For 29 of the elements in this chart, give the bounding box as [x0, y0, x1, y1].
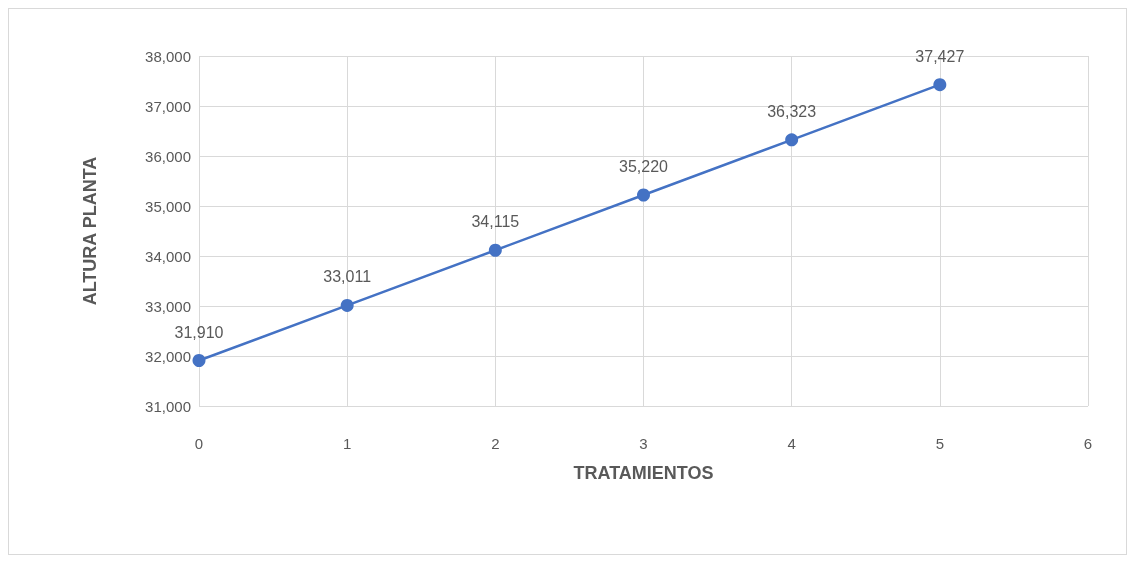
y-axis-title: ALTURA PLANTA	[80, 156, 100, 306]
y-tick-label: 36,000	[145, 147, 191, 165]
y-tick-label: 38,000	[145, 47, 191, 65]
y-tick-label: 33,000	[145, 297, 191, 315]
y-tick-label: 31,000	[145, 397, 191, 415]
x-tick-label: 1	[342, 435, 352, 452]
x-axis-title: TRATAMIENTOS	[573, 463, 714, 483]
x-tick-label: 5	[935, 435, 945, 452]
data-label: 37,427	[915, 47, 965, 65]
point	[785, 133, 799, 147]
point	[488, 243, 502, 257]
y-tick-label: 35,000	[145, 197, 191, 215]
x-tick-label: 4	[787, 435, 796, 452]
x-tick-label: 3	[639, 435, 648, 452]
y-tick-label: 32,000	[145, 347, 191, 365]
data-label: 34,115	[471, 213, 520, 231]
point	[933, 78, 947, 92]
data-label: 31,910	[174, 323, 224, 341]
data-label: 35,220	[619, 158, 669, 175]
x-tick-label: 2	[491, 435, 500, 452]
x-tick-label: 6	[1083, 435, 1093, 452]
data-label: 33,011	[323, 268, 372, 286]
x-tick-label: 0	[194, 435, 204, 452]
point	[637, 188, 650, 202]
point	[340, 298, 354, 312]
y-tick-label: 37,000	[145, 97, 191, 115]
y-tick-label: 34,000	[145, 247, 191, 265]
point	[192, 354, 206, 367]
data-label: 36,323	[767, 102, 817, 120]
